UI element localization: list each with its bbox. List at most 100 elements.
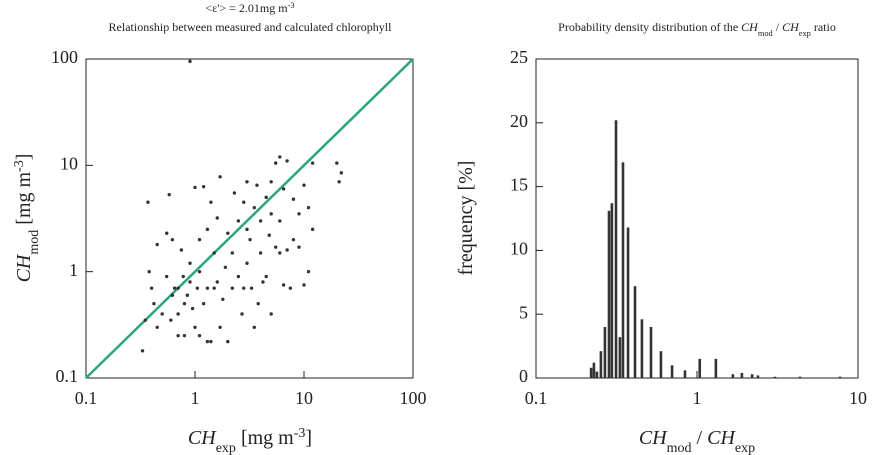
point [258,251,263,255]
point [221,297,225,301]
point [285,248,289,252]
point [172,286,177,290]
point [181,274,185,279]
point [302,183,306,187]
bar [731,374,735,378]
y-tick-label: 1 [69,260,78,280]
point [140,349,145,353]
x-tick-label: 10 [849,388,867,408]
bar [603,326,607,378]
point [252,325,257,329]
label-part: CH [707,427,736,449]
point [278,155,282,159]
label-part: [mg m [236,427,294,449]
label-part: CH [639,427,668,449]
bar [621,162,625,378]
point [291,237,296,242]
point [242,200,246,204]
point [212,286,216,290]
bar [756,375,760,378]
point [255,183,259,187]
point [193,185,197,190]
point [188,261,192,265]
point [143,318,148,322]
point [269,212,273,216]
y-axis-label: frequency [%] [455,161,477,276]
annotation: <ε'> = 2.01mg m-3 [205,1,294,16]
bar [599,351,603,378]
point [205,286,210,290]
point [264,274,268,279]
x-tick-label: 0.1 [525,388,548,408]
point [193,325,197,329]
bar [589,367,593,378]
point [164,231,169,235]
point [245,261,249,265]
bar [714,358,718,378]
y-tick-label: 15 [510,175,528,195]
point [223,265,228,269]
point [245,180,249,184]
point [335,161,339,165]
bar [595,371,599,378]
bar [626,227,630,378]
point [176,286,180,290]
point [245,227,249,232]
point [188,280,192,284]
x-tick-label: 1 [693,388,702,408]
bar [614,120,618,379]
point [212,251,216,255]
bar [618,337,622,378]
point [252,205,257,210]
y-tick-label: 20 [510,111,528,131]
bar [698,358,702,378]
label-part: exp [216,441,236,455]
point [297,245,301,249]
point [197,269,202,274]
point [218,325,222,329]
bar [773,376,777,378]
bar [670,365,674,378]
point [209,200,213,204]
bar [607,210,611,378]
title-part: / [773,20,782,34]
point [205,227,210,232]
point [155,325,159,329]
bar [659,351,663,378]
point [230,286,235,290]
point [248,237,252,242]
point [269,180,273,184]
bar [633,286,637,378]
point [281,283,286,287]
point [164,274,169,279]
point [205,339,210,344]
point [261,280,265,284]
point [209,339,213,344]
point [278,251,282,255]
point [201,301,206,306]
x-tick-label: 1 [191,388,200,408]
point [291,197,296,201]
point [288,286,293,290]
point [215,280,219,284]
y-tick-label: 25 [510,47,528,67]
point [302,283,306,287]
title-part: mod [758,29,774,38]
point [149,286,154,290]
point [182,333,187,338]
label-part: exp [735,441,755,455]
point [182,301,187,306]
point [256,301,260,306]
point [242,286,246,290]
point [226,231,230,235]
label-part: CH [188,427,217,449]
annotation-sup: -3 [288,1,295,10]
point [176,312,180,316]
point [310,161,315,165]
point [285,159,289,163]
label-part: -3 [294,426,306,441]
point [236,274,241,279]
point [188,59,192,64]
point [230,251,235,255]
